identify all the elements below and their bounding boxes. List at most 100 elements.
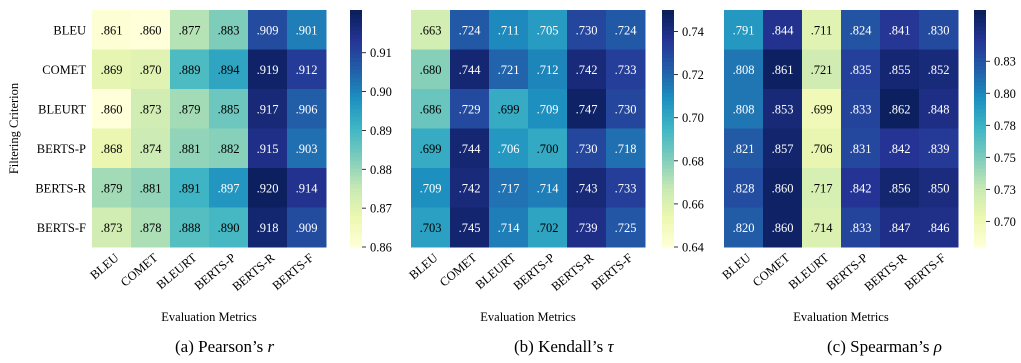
cell-value-label: .702 [537,221,559,235]
colorbar-segment [662,160,674,165]
colorbar-segment [662,171,674,177]
colorbar-segment [974,171,986,177]
colorbar-segment [350,104,362,110]
cell-value-label: .868 [101,142,123,156]
heatmap-cell [880,168,920,208]
cell-value-label: .881 [140,181,162,195]
column-tick-label: COMET [750,250,793,289]
heatmap-cell [489,49,529,90]
colorbar-segment [974,17,986,23]
colorbar-segment [662,195,674,201]
caption-symbol: r [268,337,275,356]
colorbar-segment [350,231,362,236]
heatmap-cell [880,128,920,169]
colorbar-segment [350,179,362,185]
colorbar-tick-label: 0.80 [994,87,1016,101]
colorbar-segment [974,199,986,205]
colorbar-segment [974,140,986,145]
colorbar-segment [662,41,674,47]
heatmap-cell [489,128,529,169]
heatmap-cell [248,207,288,248]
caption-text: (a) Pearson’s [175,337,268,356]
colorbar-segment [350,65,362,70]
heatmap-cell [763,49,803,90]
colorbar-segment [350,191,362,197]
heatmap-cell [880,207,920,248]
cell-value-label: .833 [850,221,872,235]
colorbar-segment [662,124,674,130]
cell-value-label: .706 [811,142,833,156]
heatmap-cell [880,89,920,129]
colorbar-segment [350,81,362,86]
colorbar-segment [662,235,674,240]
cell-value-label: .860 [140,23,162,37]
cell-value-label: .717 [811,181,833,195]
cell-value-label: .912 [296,63,318,77]
cell-value-label: .882 [218,142,240,156]
heatmap-cell [92,10,132,50]
cell-value-label: .915 [257,142,279,156]
heatmap-cell [450,128,490,169]
row-tick-label: COMET [42,63,86,77]
cell-value-label: .745 [459,221,481,235]
column-tick-label: BERTS-R [230,250,278,294]
heatmap-cell [248,89,288,129]
colorbar-segment [974,29,986,35]
colorbar-segment [662,25,674,31]
heatmap-cell [919,207,959,248]
heatmap-cell [131,128,171,169]
colorbar-segment [350,219,362,224]
heatmap-cell [567,89,607,129]
row-tick-label: BLEU [53,23,86,37]
colorbar-segment [974,239,986,244]
colorbar-segment [350,223,362,228]
colorbar-tick-label: 0.70 [994,215,1016,229]
colorbar-segment [350,171,362,177]
row-tick-label: BERTS-F [37,221,86,235]
heatmap-cell [919,49,959,90]
heatmap-cell [841,128,881,169]
cell-value-label: .730 [576,23,598,37]
heatmap-cell [411,10,451,50]
heatmap-cell [802,49,842,90]
colorbar-segment [974,179,986,185]
colorbar-segment [974,243,986,248]
heatmap-cell [450,49,490,90]
caption-text: (b) Kendall’s [514,337,607,356]
colorbar-segment [350,199,362,205]
heatmap-cell [489,168,529,208]
cell-value-label: .820 [733,221,755,235]
heatmap-cell [802,89,842,129]
colorbar-segment [974,215,986,220]
cell-value-label: .700 [537,142,559,156]
cell-value-label: .835 [850,63,872,77]
colorbar-segment [662,243,674,248]
colorbar-segment [662,239,674,244]
colorbar-segment [350,61,362,66]
heatmap-cell [131,10,171,50]
cell-value-label: .725 [615,221,637,235]
colorbar-segment [662,69,674,74]
heatmap-cell [209,49,249,90]
colorbar-segment [350,124,362,130]
cell-value-label: .846 [928,221,950,235]
colorbar-segment [974,57,986,62]
cell-value-label: .877 [179,23,201,37]
colorbar-segment [662,77,674,82]
colorbar-tick-label: 0.89 [370,124,392,138]
colorbar-segment [350,85,362,90]
cell-value-label: .903 [296,142,318,156]
row-tick-label: BERTS-R [35,181,86,195]
colorbar-segment [662,227,674,232]
colorbar-segment [350,239,362,244]
colorbar-segment [350,29,362,35]
colorbar-tick-label: 0.90 [370,85,392,99]
colorbar-segment [974,219,986,224]
heatmap-cell [880,49,920,90]
cell-value-label: .894 [218,63,241,77]
heatmap-cell [567,49,607,90]
colorbar-segment [350,164,362,169]
heatmap-cell [411,128,451,169]
cell-value-label: .914 [296,181,319,195]
